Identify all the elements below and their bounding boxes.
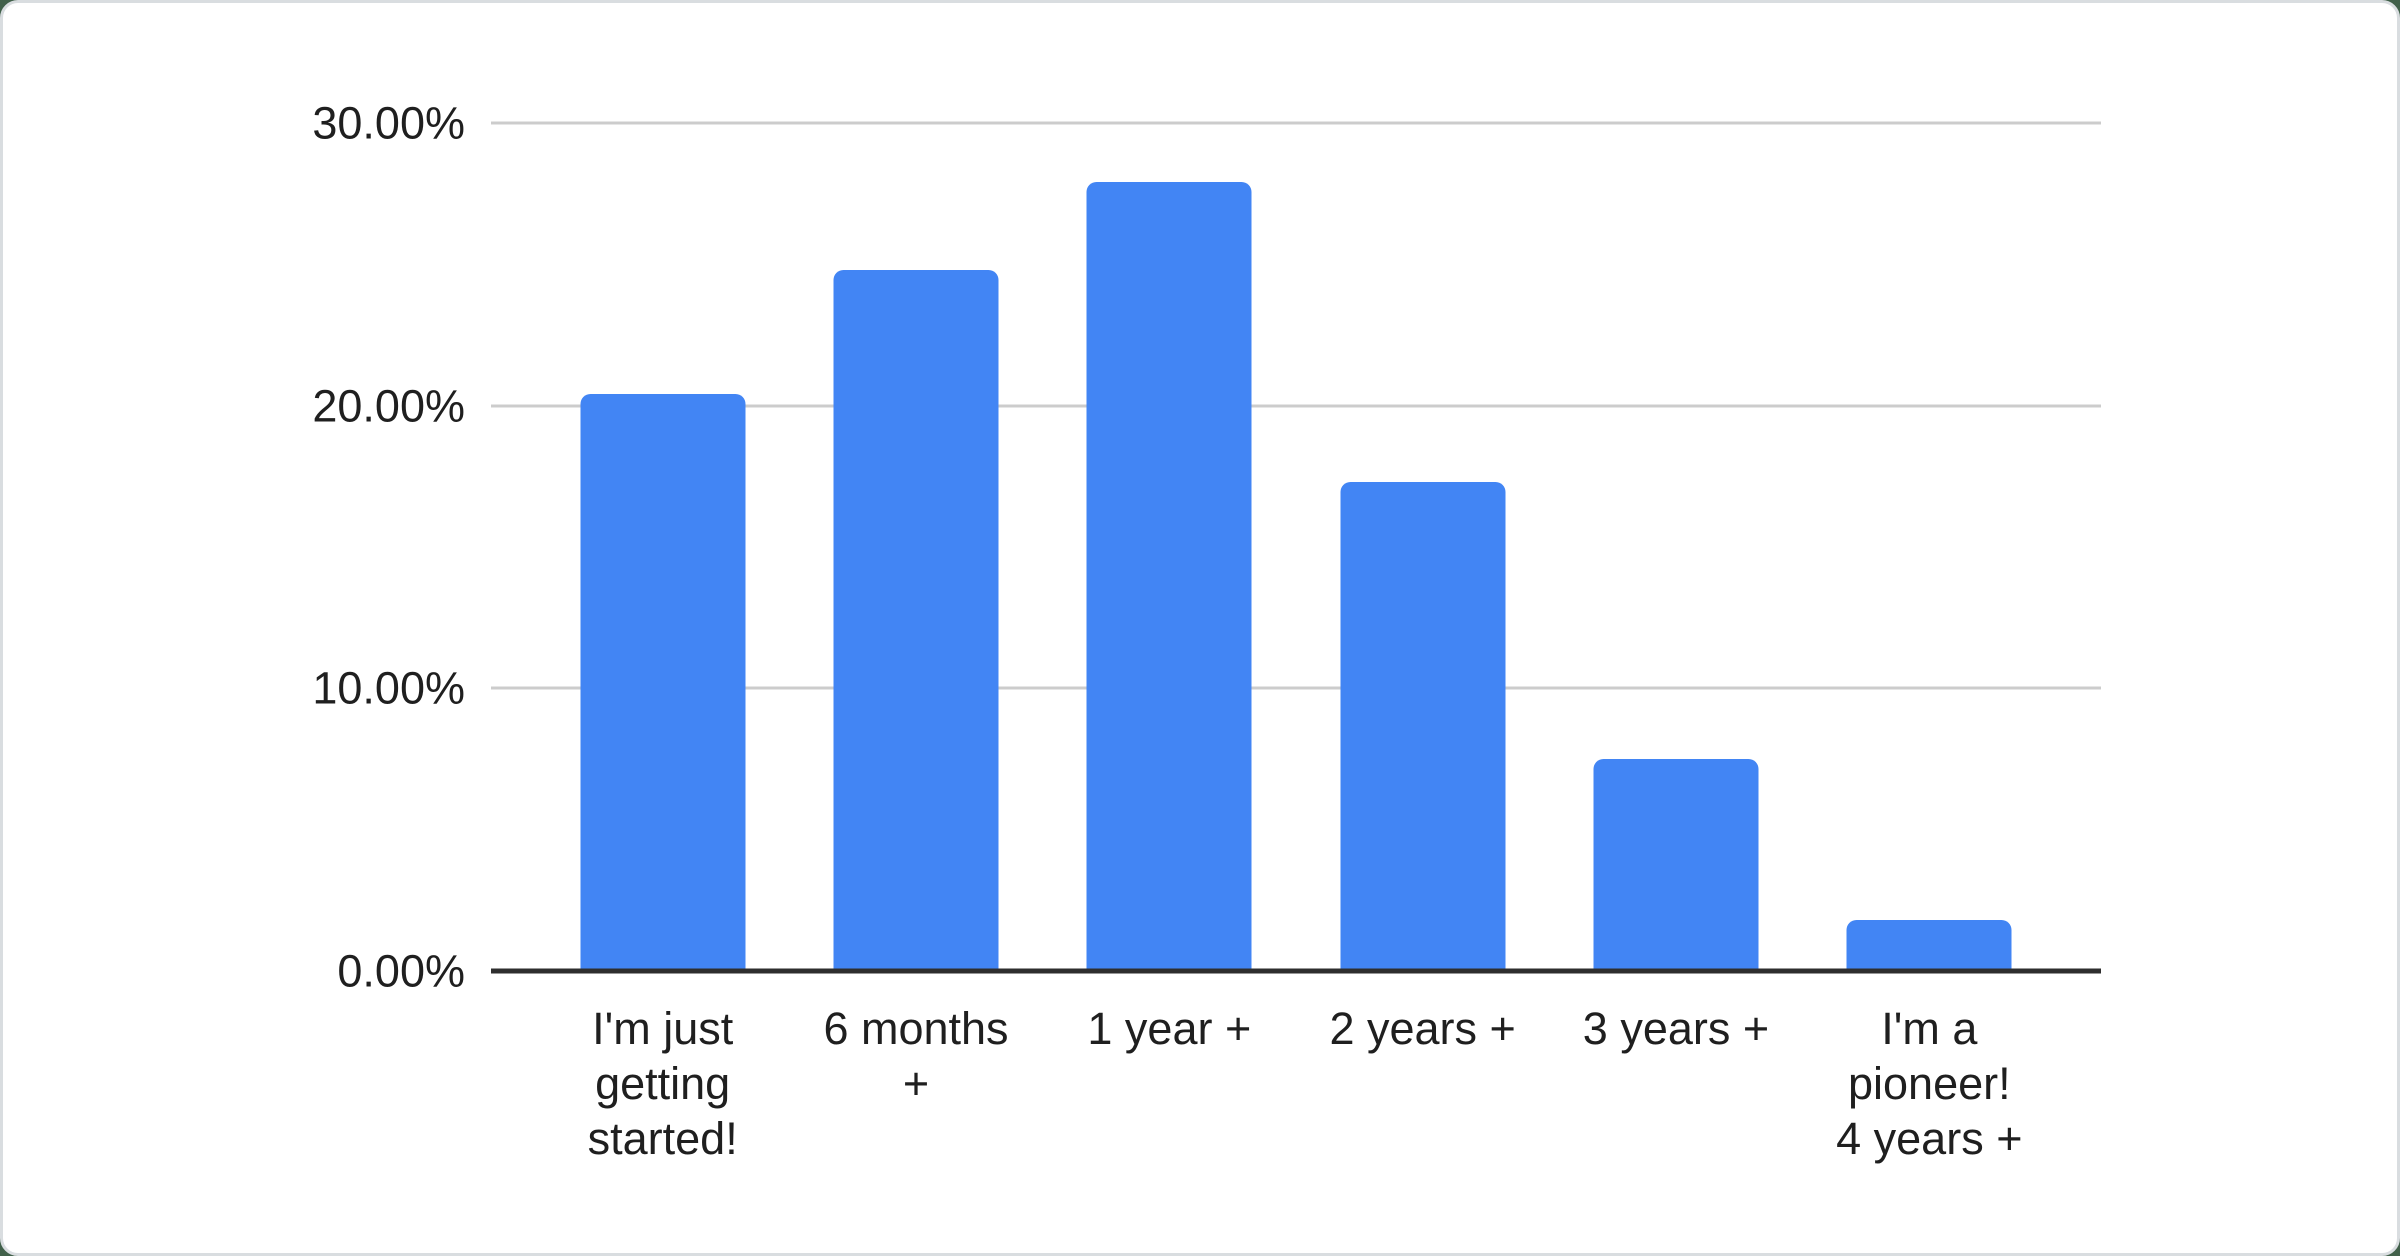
bar-i-m-a-pioneer-4-years[interactable] bbox=[1846, 920, 2012, 971]
x-category-label: 6 months + bbox=[823, 1003, 1009, 1109]
x-category-label: 3 years + bbox=[1582, 1003, 1770, 1054]
x-category-label: I'm a pioneer! 4 years + bbox=[1836, 1003, 2023, 1164]
gridline-10.00% bbox=[491, 686, 2101, 690]
bar-slot bbox=[789, 123, 1042, 971]
x-category-label: 2 years + bbox=[1329, 1003, 1516, 1054]
gridline-30.00% bbox=[491, 121, 2101, 125]
bar-6-months[interactable] bbox=[833, 270, 999, 971]
bar-slot bbox=[1296, 123, 1549, 971]
bar-slot bbox=[1549, 123, 1802, 971]
y-tick-label: 20.00% bbox=[312, 380, 465, 432]
y-tick-label: 0.00% bbox=[337, 945, 465, 997]
x-label-slot: 6 months + bbox=[789, 1001, 1042, 1166]
x-axis-labels: I'm just getting started! 6 months + 1 yea… bbox=[536, 1001, 2056, 1166]
x-label-slot: 2 years + bbox=[1296, 1001, 1549, 1166]
y-tick-label: 30.00% bbox=[312, 97, 465, 149]
x-label-slot: I'm a pioneer! 4 years + bbox=[1803, 1001, 2056, 1166]
bar-slot bbox=[536, 123, 789, 971]
y-tick-label: 10.00% bbox=[312, 662, 465, 714]
bar-slot bbox=[1043, 123, 1296, 971]
x-label-slot: 3 years + bbox=[1549, 1001, 1802, 1166]
y-axis-labels: 0.00% 10.00% 20.00% 30.00% bbox=[3, 98, 465, 997]
bar-2-years[interactable] bbox=[1340, 482, 1506, 971]
bar-i-m-just-getting-started[interactable] bbox=[580, 394, 746, 971]
x-label-slot: 1 year + bbox=[1043, 1001, 1296, 1166]
bars-row bbox=[536, 123, 2056, 971]
bar-chart: 0.00% 10.00% 20.00% 30.00% I'm just getting… bbox=[3, 3, 2397, 1253]
x-category-label: 1 year + bbox=[1087, 1003, 1252, 1054]
gridline-20.00% bbox=[491, 404, 2101, 408]
bar-1-year[interactable] bbox=[1086, 182, 1252, 971]
plot-area bbox=[491, 121, 2101, 974]
bar-slot bbox=[1803, 123, 2056, 971]
bar-3-years[interactable] bbox=[1593, 759, 1759, 971]
x-category-label: I'm just getting started! bbox=[587, 1003, 738, 1164]
x-label-slot: I'm just getting started! bbox=[536, 1001, 789, 1166]
x-axis-baseline bbox=[491, 968, 2101, 974]
